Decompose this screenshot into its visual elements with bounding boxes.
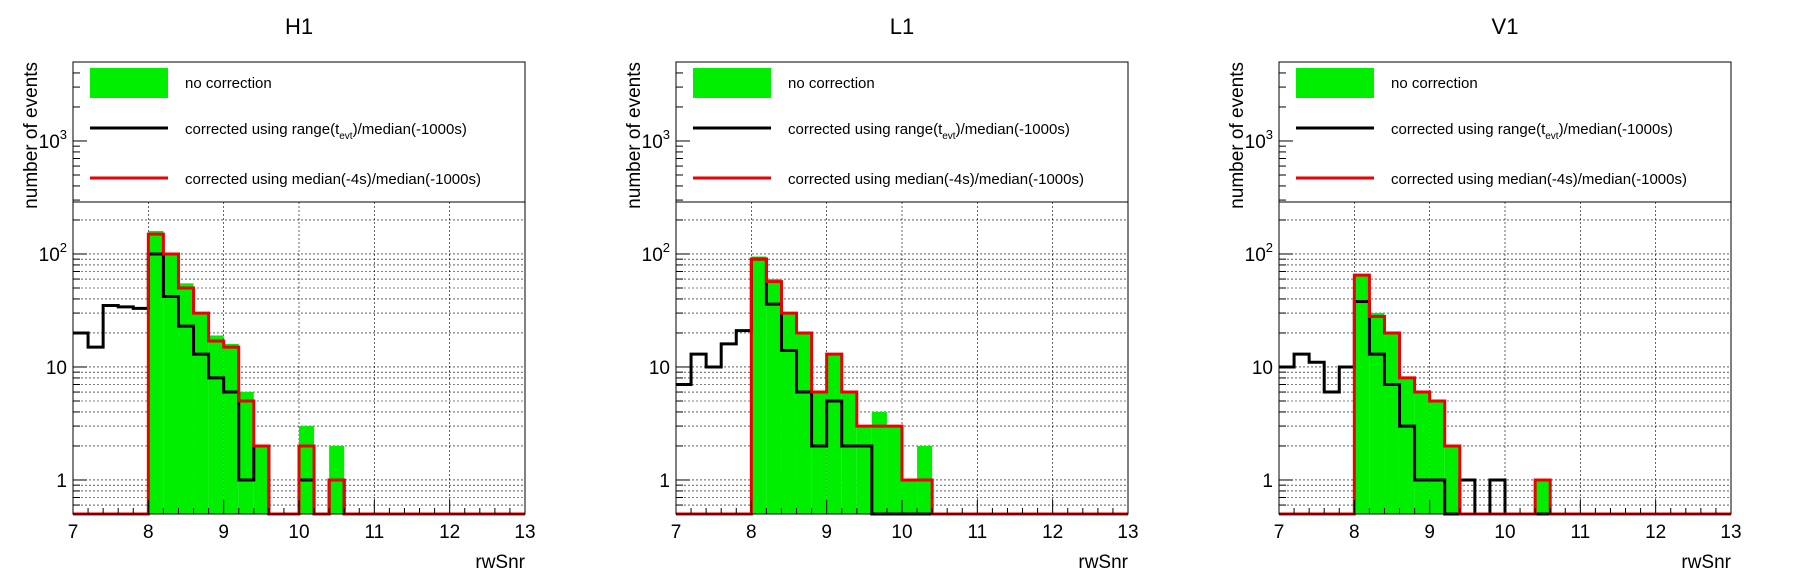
chart-panel-l1: L1 no correction corrected using range(tev… — [624, 14, 1139, 573]
legend-label: corrected using range(tevt)/median(-1000… — [788, 121, 1070, 142]
x-tick-label: 11 — [967, 522, 987, 543]
x-tick-label: 7 — [1274, 522, 1285, 543]
x-axis-label: rwSnr — [475, 552, 525, 573]
legend-swatch — [693, 68, 771, 98]
x-tick-label: 7 — [68, 522, 79, 543]
y-tick-label: 102 — [1245, 240, 1273, 266]
hist-bar — [751, 256, 767, 514]
hist-bar — [208, 335, 224, 514]
legend-label: corrected using median(-4s)/median(-1000… — [1391, 171, 1687, 188]
x-axis — [675, 500, 1129, 514]
hist-bar — [193, 313, 209, 514]
hist-bar — [238, 392, 254, 514]
hist-bar — [811, 392, 827, 514]
hist-bar — [1429, 401, 1445, 514]
chart-panel-v1: V1 no correction corrected using range(tev… — [1227, 14, 1742, 573]
x-tick-label: 10 — [891, 522, 912, 543]
series-0 — [751, 256, 933, 514]
x-tick-label: 12 — [1042, 522, 1063, 543]
grid — [1278, 202, 1732, 514]
x-axis — [72, 500, 526, 514]
y-axis-label: number of events — [21, 62, 42, 209]
x-tick-label: 11 — [364, 522, 384, 543]
series-0 — [1354, 275, 1551, 514]
x-tick-label: 10 — [1494, 522, 1515, 543]
hist-bar — [223, 343, 239, 514]
legend-label: corrected using median(-4s)/median(-1000… — [185, 171, 481, 188]
legend-label: no correction — [1391, 75, 1478, 92]
legend-label: no correction — [788, 75, 875, 92]
chart-title: H1 — [285, 14, 313, 39]
x-tick-label: 10 — [288, 522, 309, 543]
y-axis — [1279, 61, 1293, 515]
legend-swatch — [90, 68, 168, 98]
y-axis — [73, 61, 87, 515]
hist-bar — [148, 230, 164, 515]
legend-label: corrected using range(tevt)/median(-1000… — [185, 121, 467, 142]
legend-swatch — [1296, 68, 1374, 98]
hist-bar — [253, 445, 269, 514]
x-tick-label: 8 — [143, 522, 154, 543]
y-axis-label: number of events — [1227, 62, 1248, 209]
hist-bar — [1414, 392, 1430, 514]
hist-bar — [766, 279, 782, 514]
y-tick-label: 10 — [649, 358, 670, 379]
hist-bar — [781, 313, 797, 514]
x-tick-label: 12 — [439, 522, 460, 543]
legend-label: no correction — [185, 75, 272, 92]
hist-bar — [886, 426, 902, 514]
x-tick-label: 12 — [1645, 522, 1666, 543]
hist-bar — [796, 332, 812, 514]
x-tick-label: 13 — [1117, 522, 1138, 543]
legend: no correction corrected using range(tevt)… — [1278, 61, 1732, 203]
x-tick-label: 13 — [1720, 522, 1741, 543]
x-tick-label: 9 — [1424, 522, 1435, 543]
x-tick-label: 8 — [746, 522, 757, 543]
y-axis — [676, 61, 690, 515]
hist-bar — [1399, 377, 1415, 514]
x-tick-label: 9 — [218, 522, 229, 543]
y-tick-label: 103 — [39, 127, 67, 153]
hist-bar — [902, 479, 918, 514]
y-tick-label: 1 — [659, 471, 670, 492]
x-tick-label: 9 — [821, 522, 832, 543]
hist-bar — [1369, 313, 1385, 514]
hist-bar — [1444, 445, 1460, 514]
chart-panel-h1: H1 no correction corrected using range(tev… — [21, 14, 536, 573]
hist-bar — [826, 354, 842, 514]
x-axis-label: rwSnr — [1681, 552, 1731, 573]
hist-bar — [1384, 332, 1400, 514]
y-tick-label: 1 — [56, 471, 67, 492]
legend: no correction corrected using range(tevt)… — [72, 61, 526, 203]
hist-bar — [163, 253, 179, 514]
y-tick-label: 1 — [1262, 471, 1273, 492]
legend-label: corrected using median(-4s)/median(-1000… — [788, 171, 1084, 188]
hist-bar — [299, 426, 315, 514]
x-axis — [1278, 500, 1732, 514]
x-tick-label: 13 — [514, 522, 535, 543]
legend: no correction corrected using range(tevt)… — [675, 61, 1129, 203]
y-tick-label: 102 — [39, 240, 67, 266]
y-tick-label: 10 — [1252, 358, 1273, 379]
hist-bar — [178, 283, 194, 514]
y-tick-label: 10 — [46, 358, 67, 379]
hist-bar — [841, 392, 857, 514]
x-tick-label: 11 — [1570, 522, 1590, 543]
chart-title: L1 — [890, 14, 914, 39]
hist-bar — [1535, 479, 1551, 514]
x-tick-label: 7 — [671, 522, 682, 543]
x-tick-label: 8 — [1349, 522, 1360, 543]
y-tick-label: 103 — [642, 127, 670, 153]
hist-bar — [1354, 275, 1370, 514]
y-tick-label: 103 — [1245, 127, 1273, 153]
x-axis-label: rwSnr — [1078, 552, 1128, 573]
y-tick-label: 102 — [642, 240, 670, 266]
hist-bar — [871, 411, 887, 514]
y-axis-label: number of events — [624, 62, 645, 209]
legend-label: corrected using range(tevt)/median(-1000… — [1391, 121, 1673, 142]
hist-bar — [856, 426, 872, 514]
series-0 — [148, 230, 345, 515]
chart-title: V1 — [1492, 14, 1519, 39]
